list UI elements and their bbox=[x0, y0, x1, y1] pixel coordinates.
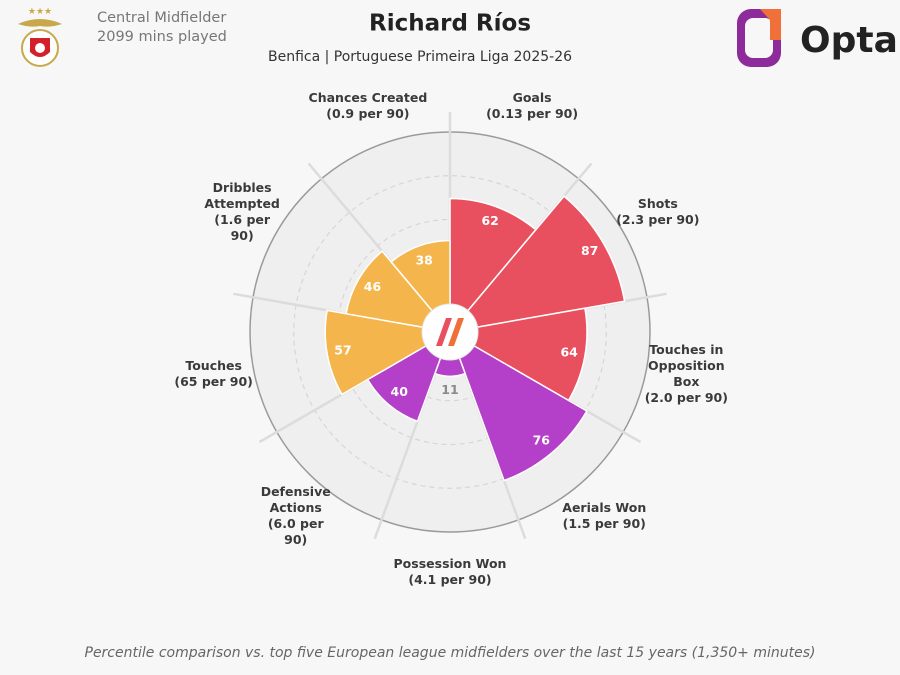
category-name: Shots bbox=[637, 196, 678, 211]
value-label: 87 bbox=[581, 243, 598, 258]
brand: Opta bbox=[800, 20, 898, 61]
category-label: Touches in Opposition Box (2.0 per 90) bbox=[636, 342, 736, 406]
category-rate: (0.13 per 90) bbox=[486, 106, 579, 122]
category-rate: (2.0 per 90) bbox=[644, 389, 728, 405]
category-rate: (2.3 per 90) bbox=[616, 212, 700, 227]
category-name: Touches in Opposition Box bbox=[648, 341, 725, 389]
value-label: 76 bbox=[533, 432, 551, 447]
center-logo-mark bbox=[436, 318, 452, 346]
chart-subtitle: Benfica | Portuguese Primeira Liga 2025-… bbox=[268, 49, 572, 65]
grid-ring bbox=[293, 175, 607, 489]
center-logo-mark bbox=[448, 318, 464, 346]
category-name: Dribbles Attempted bbox=[204, 180, 280, 211]
category-label: Goals (0.13 per 90) bbox=[462, 90, 602, 122]
category-rate: (1.6 per 90) bbox=[214, 212, 271, 243]
center-logo bbox=[421, 303, 479, 361]
category-name: Goals bbox=[512, 90, 552, 106]
chart-title: Richard Ríos bbox=[369, 11, 531, 37]
category-name: Touches bbox=[185, 357, 242, 373]
svg-text:★★★: ★★★ bbox=[28, 7, 52, 17]
category-label: Defensive Actions (6.0 per 90) bbox=[256, 484, 336, 548]
category-label: Possession Won (4.1 per 90) bbox=[380, 556, 520, 588]
category-label: Aerials Won (1.5 per 90) bbox=[534, 500, 674, 532]
category-label: Chances Created (0.9 per 90) bbox=[298, 90, 438, 122]
value-label: 11 bbox=[441, 382, 458, 397]
value-label: 38 bbox=[415, 253, 432, 268]
category-label: Touches (65 per 90) bbox=[144, 358, 284, 390]
value-label: 40 bbox=[391, 384, 409, 399]
category-rate: (1.5 per 90) bbox=[562, 515, 646, 531]
value-label: 46 bbox=[364, 279, 382, 294]
category-rate: (6.0 per 90) bbox=[267, 515, 324, 547]
category-label: Dribbles Attempted (1.6 per 90) bbox=[202, 180, 282, 244]
role: Central Midfielder bbox=[97, 10, 227, 26]
category-name: Defensive Actions bbox=[260, 483, 331, 515]
category-name: Possession Won bbox=[393, 556, 507, 571]
opta-logo: Opta bbox=[737, 9, 898, 67]
category-rate: (65 per 90) bbox=[174, 373, 253, 389]
value-label: 64 bbox=[560, 345, 578, 360]
value-label: 57 bbox=[334, 342, 351, 357]
category-label: Shots (2.3 per 90) bbox=[588, 196, 728, 228]
minutes: 2099 mins played bbox=[97, 29, 227, 45]
category-name: Chances Created bbox=[308, 90, 428, 106]
value-label: 62 bbox=[481, 213, 498, 228]
category-rate: (4.1 per 90) bbox=[408, 572, 492, 587]
category-rate: (0.9 per 90) bbox=[326, 106, 410, 122]
note: Percentile comparison vs. top five Europ… bbox=[85, 645, 816, 661]
club-crest: ★★★ bbox=[18, 7, 62, 67]
category-name: Aerials Won bbox=[562, 499, 647, 515]
